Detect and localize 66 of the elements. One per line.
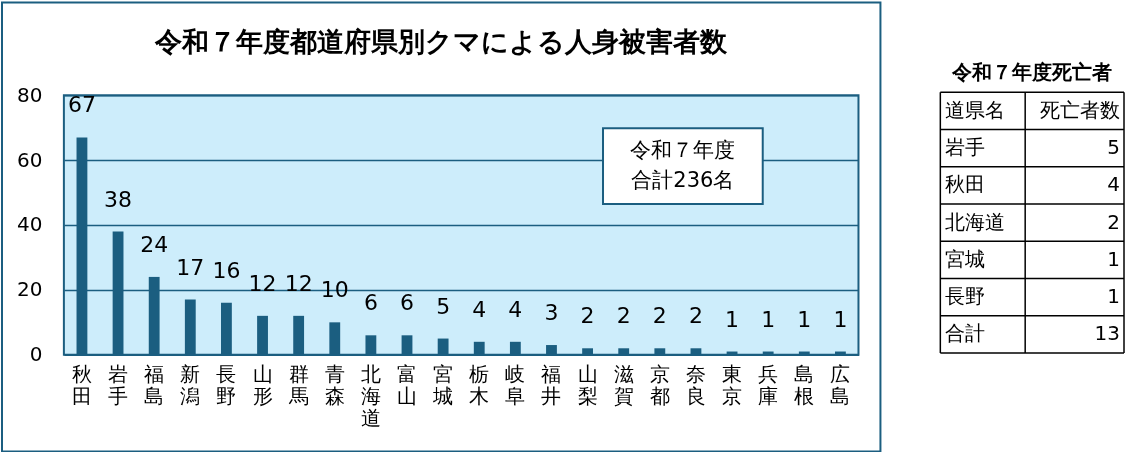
text: 宮城 bbox=[945, 246, 986, 271]
x-tick-label: 岐阜 bbox=[505, 362, 526, 409]
data-label: 12 bbox=[248, 270, 277, 296]
data-label: 3 bbox=[544, 300, 559, 326]
data-label: 2 bbox=[688, 303, 703, 329]
text: 1 bbox=[1107, 246, 1121, 271]
data-label: 1 bbox=[833, 306, 848, 332]
x-tick-label: 長野 bbox=[216, 362, 237, 409]
data-label: 1 bbox=[725, 306, 740, 332]
annotation: 令和７年度 bbox=[630, 138, 736, 163]
x-tick-label: 岩手 bbox=[108, 362, 129, 409]
data-label: 24 bbox=[140, 231, 169, 257]
x-tick-label: 富山 bbox=[397, 362, 417, 409]
x-tick-label: 福井 bbox=[541, 362, 562, 409]
data-label: 16 bbox=[212, 257, 241, 283]
data-label: 5 bbox=[436, 293, 451, 319]
x-tick-label: 島根 bbox=[794, 362, 815, 409]
x-tick-label: 栃木 bbox=[469, 362, 490, 409]
x-tick-label: 東京 bbox=[722, 362, 743, 409]
text: 道県名 bbox=[945, 97, 1006, 122]
x-tick-label: 奈良 bbox=[685, 362, 706, 409]
text: 令和７年度死亡者 bbox=[951, 59, 1113, 84]
text: 北海道 bbox=[945, 209, 1006, 234]
data-label: 67 bbox=[67, 92, 96, 118]
text: 合計 bbox=[945, 321, 986, 346]
y-tick-label: 0 bbox=[29, 342, 43, 367]
data-label: 1 bbox=[797, 306, 812, 332]
text: 秋田 bbox=[945, 172, 986, 197]
x-tick-label: 山梨 bbox=[577, 362, 598, 409]
x-tick-label: 福島 bbox=[144, 362, 165, 409]
chart-title: 令和７年度都道府県別クマによる人身被害者数 bbox=[154, 26, 729, 58]
x-tick-label: 北海道 bbox=[360, 362, 381, 431]
text: 5 bbox=[1107, 135, 1121, 160]
y-tick-label: 80 bbox=[17, 82, 43, 107]
data-label: 2 bbox=[616, 303, 631, 329]
x-tick-label: 青森 bbox=[324, 362, 345, 409]
y-tick-label: 40 bbox=[17, 212, 43, 237]
y-tick-label: 60 bbox=[17, 147, 43, 172]
data-label: 17 bbox=[176, 254, 205, 280]
data-label: 1 bbox=[761, 306, 776, 332]
x-tick-label: 広島 bbox=[830, 362, 851, 409]
text: 死亡者数 bbox=[1040, 97, 1121, 122]
x-tick-label: 宮城 bbox=[432, 362, 454, 409]
x-tick-label: 滋賀 bbox=[613, 362, 634, 409]
data-label: 2 bbox=[580, 303, 595, 329]
data-label: 4 bbox=[472, 296, 487, 322]
x-tick-label: 兵庫 bbox=[758, 362, 779, 409]
data-label: 2 bbox=[652, 303, 667, 329]
text: 2 bbox=[1107, 209, 1121, 234]
data-label: 38 bbox=[104, 186, 133, 212]
data-label: 6 bbox=[363, 290, 378, 316]
data-label: 6 bbox=[400, 290, 414, 316]
y-tick-label: 20 bbox=[17, 277, 43, 302]
data-label: 12 bbox=[284, 270, 313, 296]
text: 4 bbox=[1107, 172, 1121, 197]
text: 長野 bbox=[945, 284, 986, 309]
x-tick-label: 秋田 bbox=[71, 362, 92, 409]
annotation: 合計236名 bbox=[631, 168, 735, 193]
x-tick-label: 京都 bbox=[649, 362, 670, 409]
text: 13 bbox=[1094, 321, 1121, 346]
text: 1 bbox=[1107, 284, 1121, 309]
x-tick-label: 群馬 bbox=[287, 362, 309, 409]
x-tick-label: 山形 bbox=[252, 362, 273, 409]
data-label: 4 bbox=[508, 296, 523, 322]
x-tick-label: 新潟 bbox=[180, 362, 201, 409]
text: 岩手 bbox=[945, 135, 986, 160]
